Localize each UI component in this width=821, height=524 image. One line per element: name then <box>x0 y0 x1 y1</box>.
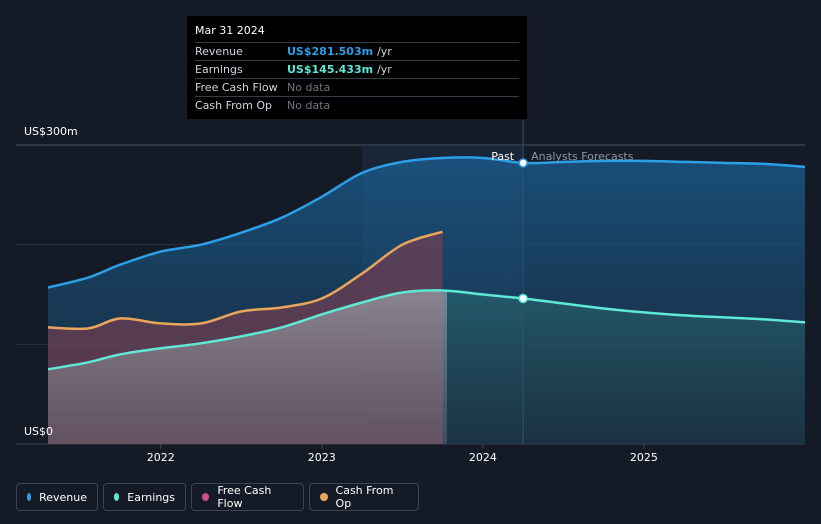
tooltip-row-cash-from-op: Cash From Op No data <box>195 96 519 114</box>
tooltip-label: Free Cash Flow <box>195 81 278 94</box>
marker-revenue <box>518 158 528 168</box>
tooltip-row-free-cash-flow: Free Cash Flow No data <box>195 78 519 96</box>
legend-label: Cash From Op <box>335 484 394 510</box>
x-tick-label: 2025 <box>630 451 658 464</box>
x-tick-label: 2022 <box>147 451 175 464</box>
legend-dot-icon <box>27 493 32 501</box>
tooltip-value: No data <box>287 99 331 112</box>
legend-item-revenue[interactable]: Revenue <box>16 483 98 511</box>
legend-dot-icon <box>202 493 210 501</box>
tooltip-label: Cash From Op <box>195 99 273 112</box>
legend-item-earnings[interactable]: Earnings <box>103 483 186 511</box>
tooltip-value: US$281.503m <box>287 45 374 58</box>
legend-item-free-cash-flow[interactable]: Free Cash Flow <box>191 483 304 511</box>
tooltip-value: No data <box>287 81 331 94</box>
marker-earnings <box>518 293 528 304</box>
tooltip-unit: /yr <box>377 63 392 76</box>
series-revenue-line <box>47 156 806 289</box>
x-tick-label: 2023 <box>308 451 336 464</box>
tooltip-label: Revenue <box>195 45 243 58</box>
chart-tooltip: Mar 31 2024 Revenue US$281.503m /yr Earn… <box>187 16 527 119</box>
past-label: Past <box>491 150 515 163</box>
legend-label: Revenue <box>39 490 87 504</box>
y-axis-bottom-label: US$0 <box>24 425 54 438</box>
legend-dot-icon <box>320 493 328 501</box>
forecast-label: Analysts Forecasts <box>531 150 634 163</box>
y-axis-top-label: US$300m <box>24 125 78 138</box>
legend-dot-icon <box>114 493 120 501</box>
x-tick-label: 2024 <box>469 451 497 464</box>
legend-label: Earnings <box>127 490 175 504</box>
tooltip-row-earnings: Earnings US$145.433m /yr <box>195 60 519 78</box>
series-earnings-past-area <box>48 290 447 444</box>
tooltip-label: Earnings <box>195 63 243 76</box>
legend-label: Free Cash Flow <box>217 484 272 510</box>
tooltip-row-revenue: Revenue US$281.503m /yr <box>195 42 519 60</box>
legend-item-cash-from-op[interactable]: Cash From Op <box>309 483 419 511</box>
tooltip-unit: /yr <box>377 45 392 58</box>
series-earnings-line <box>47 289 806 371</box>
series-cash-from-op-line <box>47 230 443 331</box>
tooltip-date: Mar 31 2024 <box>195 24 265 37</box>
tooltip-value: US$145.433m <box>287 63 374 76</box>
